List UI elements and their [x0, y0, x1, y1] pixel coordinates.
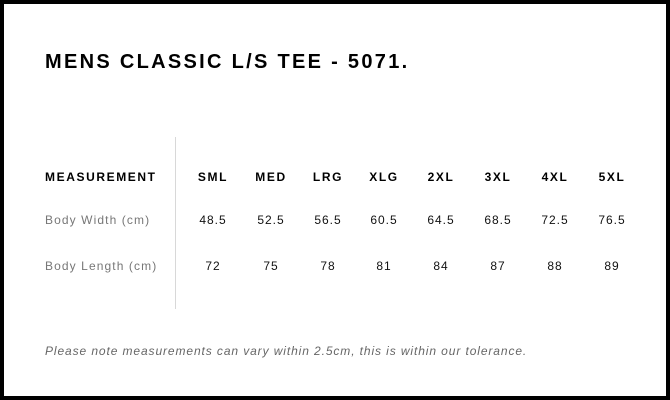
size-header: 2XL [427, 170, 455, 184]
table-cell: 48.5 [199, 213, 227, 227]
size-header: 4XL [541, 170, 569, 184]
table-cell: 88 [547, 259, 563, 273]
table-cell: 52.5 [257, 213, 285, 227]
row-label: Body Width (cm) [45, 213, 151, 227]
table-cell: 60.5 [370, 213, 398, 227]
size-header: SML [197, 170, 229, 184]
table-cell: 64.5 [427, 213, 455, 227]
table-cell: 75 [263, 259, 279, 273]
table-cell: 72.5 [541, 213, 569, 227]
table-cell: 78 [320, 259, 336, 273]
page-title: MENS CLASSIC L/S TEE - 5071. [45, 51, 410, 73]
table-cell: 81 [376, 259, 392, 273]
table-cell: 89 [604, 259, 620, 273]
header-measurement: MEASUREMENT [45, 170, 157, 184]
table-cell: 72 [205, 259, 221, 273]
table-cell: 68.5 [484, 213, 512, 227]
table-cell: 76.5 [598, 213, 626, 227]
size-header: LRG [312, 170, 344, 184]
size-header: 3XL [484, 170, 512, 184]
size-header: XLG [369, 170, 399, 184]
column-divider [175, 137, 176, 309]
table-cell: 56.5 [314, 213, 342, 227]
table-cell: 87 [490, 259, 506, 273]
size-header: MED [255, 170, 287, 184]
table-cell: 84 [433, 259, 449, 273]
tolerance-note: Please note measurements can vary within… [45, 344, 528, 358]
size-header: 5XL [598, 170, 626, 184]
row-label: Body Length (cm) [45, 259, 158, 273]
